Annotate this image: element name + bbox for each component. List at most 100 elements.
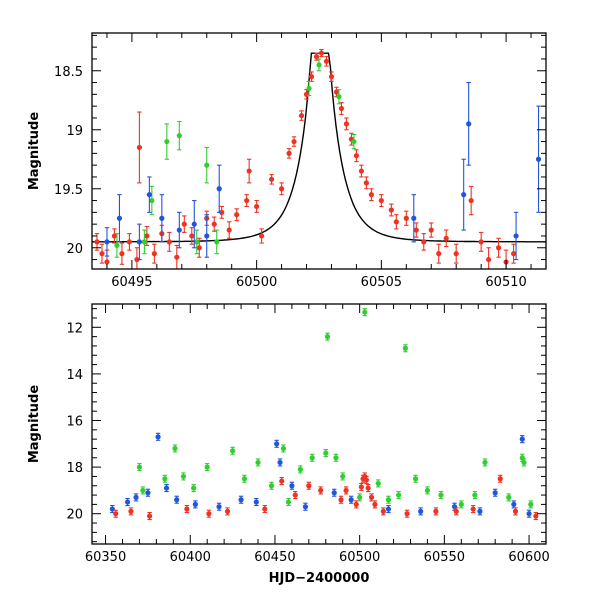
data-point [297,466,303,473]
data-point [144,233,150,239]
data-point [433,508,439,514]
data-point [333,455,339,461]
data-point [176,227,182,233]
data-point [244,197,250,204]
data-point [211,221,217,227]
data-point [174,254,180,260]
data-point [151,251,157,257]
y-tick-label: 20 [66,242,83,257]
data-point [176,133,182,139]
data-point [206,511,212,517]
data-point [413,227,419,233]
data-point [496,245,502,251]
data-point [521,459,527,466]
data-point [436,251,442,257]
data-point [253,499,259,505]
data-point [180,473,187,480]
data-point [363,477,370,483]
data-point [351,138,357,145]
data-point [196,245,202,251]
x-tick-label: 60600 [508,550,549,565]
data-point [478,239,484,245]
data-point [363,180,369,186]
data-point [393,219,399,225]
data-point [255,459,261,466]
x-tick-label: 60510 [485,275,526,290]
data-point [226,227,232,233]
bottom-panel-ticks: 60350 60400 60450 60500 60550 60600 12 14 16 18 20 [66,304,550,565]
data-point [184,506,190,512]
data-point [238,497,244,503]
data-point [411,215,417,221]
data-point [412,476,419,482]
data-point [204,233,210,239]
data-point [133,494,139,500]
data-point [368,192,374,198]
data-point [164,138,170,145]
y-tick-label: 16 [66,415,83,430]
data-point [336,94,342,100]
data-point [477,508,483,514]
data-point [141,239,147,245]
data-point [279,478,285,484]
microlensing-model-curve [92,52,546,243]
data-point [109,506,115,512]
series-2 [113,472,539,521]
x-tick-label: 60500 [236,275,277,290]
data-point [286,150,292,156]
data-point [533,513,539,519]
data-point [99,251,105,257]
data-point [128,508,134,514]
data-point [111,233,118,239]
data-point [241,476,248,482]
data-point [365,485,371,491]
data-point [458,501,464,507]
data-point [385,506,392,512]
data-point [492,490,498,496]
data-point [219,209,225,215]
data-point [535,156,542,162]
data-point [418,508,424,514]
bottom-panel-frame [91,303,547,545]
data-point [343,121,350,127]
data-point [280,445,287,452]
data-point [308,74,315,80]
data-point [306,483,312,489]
y-tick-label: 19 [66,124,83,139]
top-panel-ticks: 60495 60500 60505 60510 18.5 19 19.5 20 [54,33,546,290]
data-point [166,239,172,245]
x-tick-label: 60450 [254,550,295,565]
data-point [358,168,365,174]
top-panel-y-axis-title: Magnitude [27,112,42,191]
data-point [204,162,210,168]
data-point [277,459,283,466]
data-point [159,215,165,221]
data-point [470,506,476,512]
data-point [323,450,329,456]
data-point [289,483,295,489]
data-point [216,504,222,510]
data-point [298,113,305,119]
bottom-panel-x-axis-title: HJD−2400000 [269,571,370,586]
data-point [378,197,384,204]
data-point [421,239,427,245]
data-point [453,508,459,514]
data-point [468,197,474,204]
data-point [323,58,330,64]
data-point [331,490,337,496]
series-0 [94,48,517,269]
data-point [254,203,260,210]
data-point [268,483,275,489]
data-point [353,153,360,159]
data-point [191,221,197,227]
data-point [134,256,140,263]
data-point [424,487,431,494]
data-point [246,168,252,174]
data-point [512,508,519,514]
y-tick-label: 14 [66,368,83,383]
data-point [303,91,310,97]
data-point [124,499,131,505]
data-point [402,345,408,351]
data-point [192,501,198,507]
